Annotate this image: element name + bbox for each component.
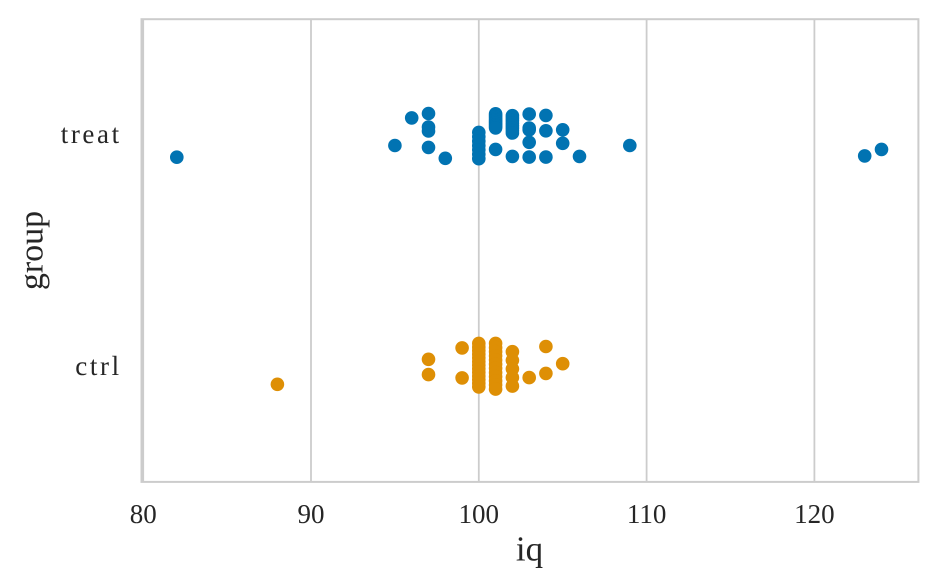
svg-text:80: 80 [130, 499, 157, 529]
svg-text:iq: iq [516, 529, 543, 568]
svg-text:ctrl: ctrl [75, 351, 121, 381]
svg-text:treat: treat [61, 119, 122, 149]
svg-text:120: 120 [794, 499, 835, 529]
svg-text:110: 110 [627, 499, 667, 529]
svg-text:100: 100 [459, 499, 500, 529]
svg-text:group: group [13, 211, 50, 290]
svg-text:90: 90 [298, 499, 325, 529]
